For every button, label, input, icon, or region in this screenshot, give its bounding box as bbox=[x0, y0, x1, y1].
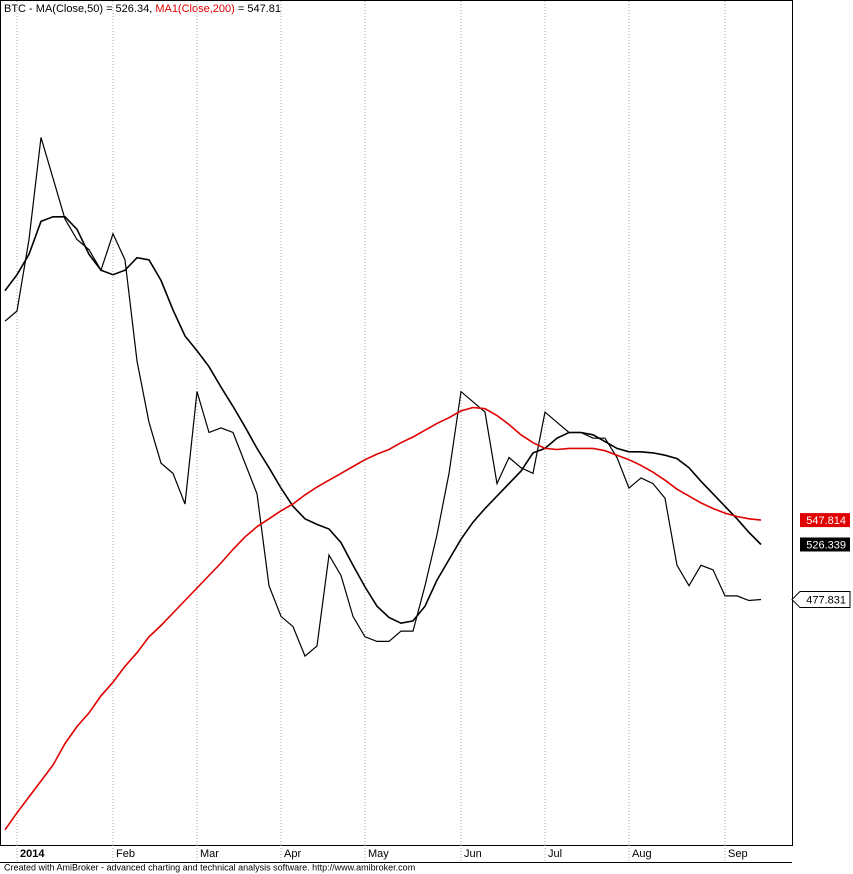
x-tick-label: May bbox=[368, 848, 389, 860]
x-tick-label: 2014 bbox=[20, 848, 45, 860]
label-box bbox=[800, 537, 850, 552]
series-line bbox=[4, 406, 762, 831]
last-value-text: 547.814 bbox=[806, 515, 846, 527]
last-value-label: 547.814 bbox=[800, 513, 850, 528]
label-box bbox=[800, 513, 850, 528]
footer: Created with AmiBroker - advanced charti… bbox=[4, 862, 415, 872]
x-tick-label: Apr bbox=[284, 848, 301, 860]
label-box bbox=[791, 591, 851, 609]
x-tick-label: Sep bbox=[728, 848, 748, 860]
x-tick-label: Mar bbox=[200, 848, 219, 860]
plot-frame bbox=[0, 0, 793, 846]
last-value-text: 477.831 bbox=[806, 594, 846, 606]
title-part: = 547.81 bbox=[235, 3, 281, 15]
last-value-label: 477.831 bbox=[791, 591, 851, 609]
x-tick-label: Feb bbox=[116, 848, 135, 860]
series-line bbox=[4, 216, 762, 625]
last-value-label: 526.339 bbox=[800, 537, 850, 552]
x-tick-label: Jun bbox=[464, 848, 482, 860]
series-line bbox=[4, 137, 762, 658]
title-part: BTC - MA(Close,50) = 526.34, bbox=[4, 3, 155, 15]
x-tick-label: Jul bbox=[548, 848, 562, 860]
chart-title: BTC - MA(Close,50) = 526.34, MA1(Close,2… bbox=[4, 3, 281, 15]
title-part: MA1(Close,200) bbox=[155, 3, 234, 15]
last-value-text: 526.339 bbox=[806, 539, 846, 551]
x-tick-label: Aug bbox=[632, 848, 652, 860]
